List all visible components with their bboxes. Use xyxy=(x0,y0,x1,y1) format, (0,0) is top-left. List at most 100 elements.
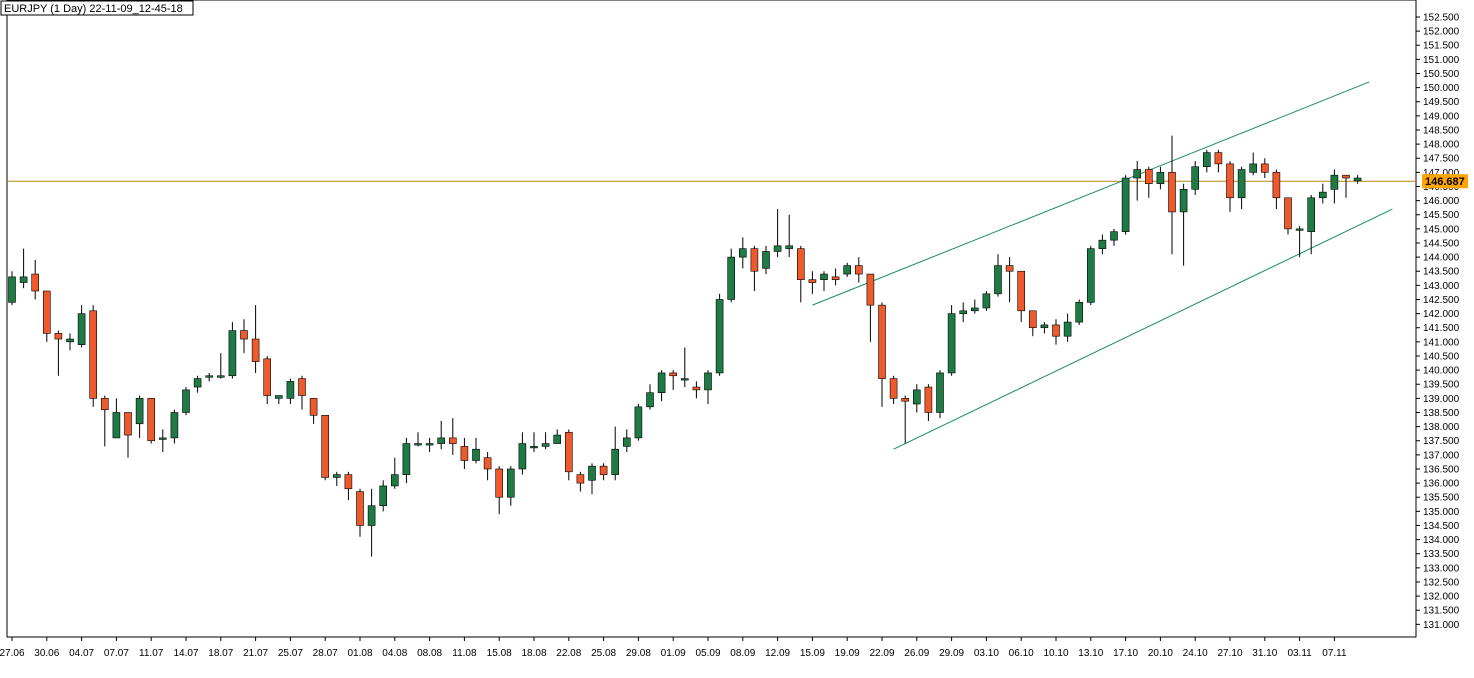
y-tick-label: 142.000 xyxy=(1423,309,1460,320)
candle-body xyxy=(518,443,527,470)
candle xyxy=(738,237,747,269)
x-tick-label: 01.08 xyxy=(347,648,372,659)
candle xyxy=(437,420,446,450)
candle-body xyxy=(1342,174,1350,179)
candle xyxy=(588,463,596,495)
candles-layer xyxy=(8,135,1362,557)
candle-body xyxy=(982,293,991,309)
candle-body xyxy=(785,245,794,249)
candle-body xyxy=(808,279,817,283)
candle-body xyxy=(773,245,782,252)
candle xyxy=(994,254,1002,297)
candle-body xyxy=(19,276,28,283)
candle-body xyxy=(182,389,190,413)
candle-body xyxy=(1272,172,1281,199)
candle-body xyxy=(1168,172,1176,213)
candle-body xyxy=(1017,270,1026,312)
candle-body xyxy=(947,313,956,374)
candle-body xyxy=(1214,152,1223,165)
candle-body xyxy=(669,372,678,377)
candle xyxy=(460,437,469,469)
candle-body xyxy=(1063,321,1072,337)
candle xyxy=(843,262,852,277)
candle-body xyxy=(437,437,446,444)
candle-body xyxy=(541,443,550,447)
y-tick-label: 147.500 xyxy=(1423,154,1460,165)
candle-body xyxy=(1110,231,1118,241)
x-tick-label: 25.07 xyxy=(278,648,303,659)
candle-body xyxy=(448,437,457,444)
x-tick-label: 11.08 xyxy=(452,648,477,659)
candle xyxy=(1040,322,1049,334)
candle xyxy=(54,330,63,376)
candle-body xyxy=(309,398,318,416)
candle xyxy=(42,290,51,342)
candle xyxy=(182,387,190,416)
candle xyxy=(472,437,480,464)
candle xyxy=(982,291,991,311)
candle-body xyxy=(193,378,202,388)
candle xyxy=(193,375,202,393)
candle-body xyxy=(472,448,480,461)
candle-body xyxy=(1261,163,1269,173)
chart-title-box: EURJPY (1 Day) 22-11-09_12-45-18 xyxy=(0,0,194,16)
x-tick-label: 11.07 xyxy=(139,648,164,659)
candle xyxy=(657,370,666,402)
candle-body xyxy=(994,265,1002,295)
candle-body xyxy=(356,491,364,526)
candle-body xyxy=(101,398,109,410)
y-tick-label: 151.500 xyxy=(1423,41,1460,52)
candle xyxy=(1168,135,1176,255)
candle xyxy=(611,426,620,481)
y-tick-label: 135.000 xyxy=(1423,507,1460,518)
x-tick-label: 17.10 xyxy=(1113,648,1138,659)
candle-body xyxy=(506,468,515,498)
candle xyxy=(530,432,538,453)
candle xyxy=(1052,319,1060,345)
y-tick-label: 132.500 xyxy=(1423,577,1460,588)
y-tick-label: 141.500 xyxy=(1423,323,1460,334)
candle-body xyxy=(970,307,979,312)
candle-body xyxy=(31,273,40,292)
candle-body xyxy=(460,446,469,461)
y-tick-label: 151.000 xyxy=(1423,55,1460,66)
candle xyxy=(762,245,770,275)
candle xyxy=(274,395,283,405)
x-tick-label: 19.09 xyxy=(835,648,860,659)
y-tick-label: 139.500 xyxy=(1423,380,1460,391)
candle xyxy=(19,248,28,289)
candle xyxy=(1249,152,1257,176)
candle xyxy=(1261,158,1269,179)
y-tick-label: 144.500 xyxy=(1423,238,1460,249)
candle-body xyxy=(228,330,237,377)
candle xyxy=(483,452,492,481)
candle xyxy=(878,302,886,407)
candle xyxy=(1017,270,1026,323)
y-tick-label: 133.000 xyxy=(1423,563,1460,574)
y-tick-label: 134.000 xyxy=(1423,535,1460,546)
candle xyxy=(901,395,910,444)
candle-body xyxy=(54,333,63,340)
candle xyxy=(1237,166,1246,210)
candle xyxy=(1087,245,1095,306)
candle xyxy=(541,432,550,450)
x-tick-label: 01.09 xyxy=(661,648,686,659)
candle xyxy=(866,273,875,342)
candle xyxy=(77,305,86,348)
x-tick-label: 20.10 xyxy=(1148,648,1173,659)
candle-body xyxy=(646,392,654,408)
candle-body xyxy=(564,431,573,473)
y-axis: 131.000 131.500 132.000 132.500 133.000 133.5… xyxy=(1416,13,1460,631)
candle xyxy=(1029,310,1037,337)
candle xyxy=(704,370,712,405)
candle-body xyxy=(1203,152,1211,168)
candle xyxy=(680,347,689,388)
x-tick-label: 08.09 xyxy=(730,648,755,659)
candle xyxy=(854,257,863,283)
x-tick-label: 18.08 xyxy=(521,648,546,659)
y-tick-label: 136.000 xyxy=(1423,479,1460,490)
y-tick-label: 141.000 xyxy=(1423,337,1460,348)
candle-body xyxy=(889,378,898,399)
candle xyxy=(367,488,376,557)
y-tick-label: 131.500 xyxy=(1423,606,1460,617)
